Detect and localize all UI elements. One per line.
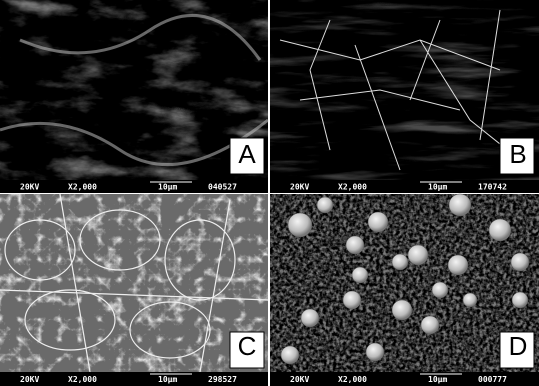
panel-label: C (238, 331, 257, 361)
panel-d (270, 193, 539, 372)
voltage: 20KV (20, 375, 39, 384)
image-code: 298527 (208, 375, 237, 384)
panel-label: B (509, 139, 526, 169)
info-bar-bg (270, 372, 539, 386)
scale: 10µm (428, 183, 447, 192)
image-code: 000777 (478, 375, 507, 384)
label-box (229, 137, 265, 175)
texture (0, 194, 268, 372)
panel-b (270, 0, 539, 180)
magnification: X2,000 (338, 375, 367, 384)
info-bar: 20KV X2,000 10µm 170742 (270, 180, 539, 193)
info-bar: 20KV X2,000 10µm 298527 (0, 372, 268, 386)
image-code: 170742 (478, 183, 507, 192)
magnification: X2,000 (338, 183, 367, 192)
scale: 10µm (428, 375, 447, 384)
scale: 10µm (158, 375, 177, 384)
label-box (499, 137, 535, 175)
label-box (229, 331, 265, 369)
panel-label: A (238, 139, 256, 169)
fibers (279, 9, 521, 171)
image-code: 040527 (208, 183, 237, 192)
panel-a (0, 0, 269, 180)
info-bar-bg (0, 180, 268, 193)
texture (270, 0, 539, 180)
voltage: 20KV (20, 183, 39, 192)
info-bar: 20KV X2,000 10µm 000777 (270, 372, 539, 386)
magnification: X2,000 (68, 375, 97, 384)
spheres (280, 193, 530, 365)
voltage: 20KV (290, 183, 309, 192)
panel-label: D (509, 331, 528, 361)
ridge (0, 14, 269, 167)
info-bar-bg (0, 372, 268, 386)
info-bar: 20KV X2,000 10µm 040527 (0, 180, 268, 193)
info-bar-bg (270, 180, 539, 193)
scale: 10µm (158, 183, 177, 192)
fibers (0, 193, 269, 373)
label-box (499, 331, 535, 369)
voltage: 20KV (290, 375, 309, 384)
panel-c (0, 193, 269, 373)
magnification: X2,000 (68, 183, 97, 192)
